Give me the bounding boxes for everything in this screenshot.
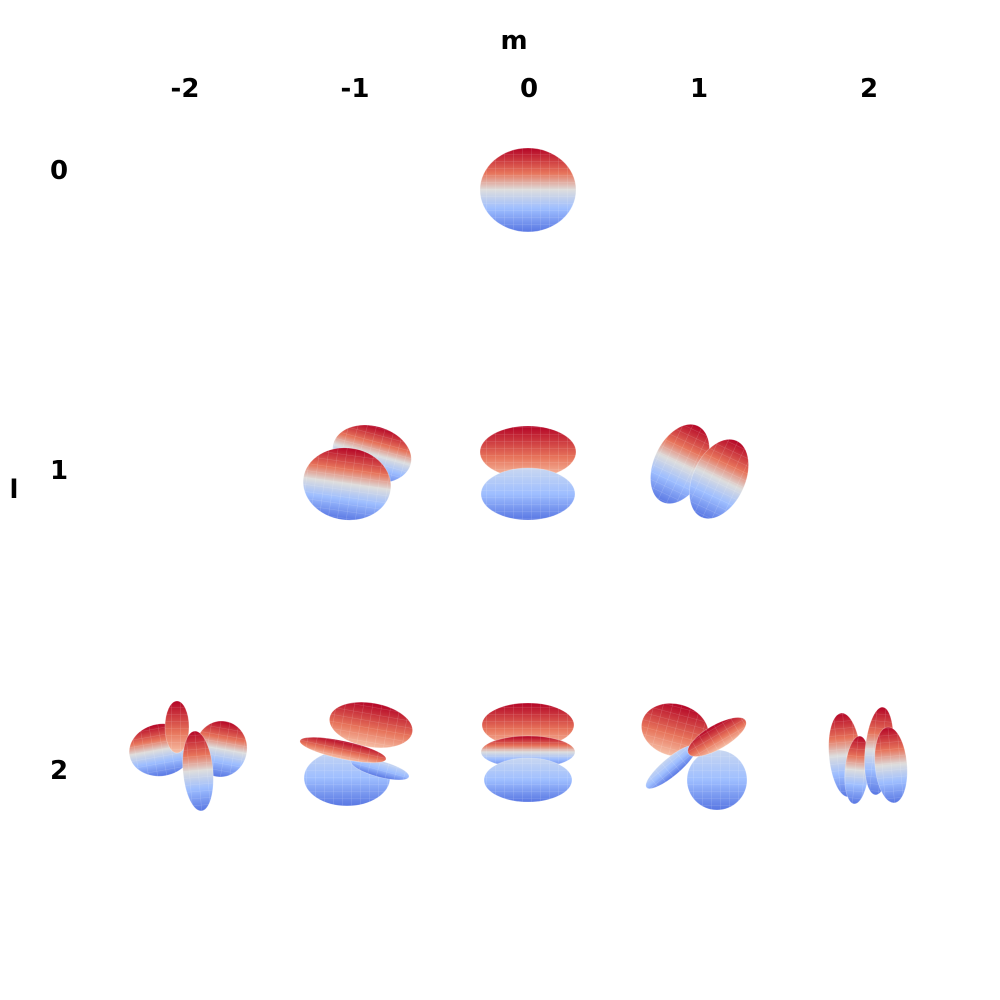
m-tick-0: 0 [519, 74, 539, 104]
harmonic-l1-m0 [479, 425, 577, 521]
harmonic-l2-m-2 [128, 700, 248, 812]
harmonic-l1-m1 [650, 423, 749, 520]
m-tick-1: 1 [689, 74, 709, 104]
harmonic-l2-m0 [480, 702, 576, 803]
harmonic-l2-m2 [828, 706, 908, 805]
m-axis-label: m [500, 26, 528, 56]
l-tick-0: 0 [49, 156, 69, 186]
m-tick-minus2: -2 [170, 74, 200, 104]
harmonic-l1-m-1 [302, 424, 412, 521]
harmonic-l2-m-1 [299, 701, 413, 807]
l-axis-label: l [9, 475, 19, 505]
l-tick-1: 1 [49, 456, 69, 486]
m-tick-2: 2 [859, 74, 879, 104]
l-tick-2: 2 [49, 756, 69, 786]
m-tick-minus1: -1 [340, 74, 370, 104]
harmonic-l2-m1 [641, 702, 748, 811]
harmonic-l0-m0 [479, 147, 577, 233]
